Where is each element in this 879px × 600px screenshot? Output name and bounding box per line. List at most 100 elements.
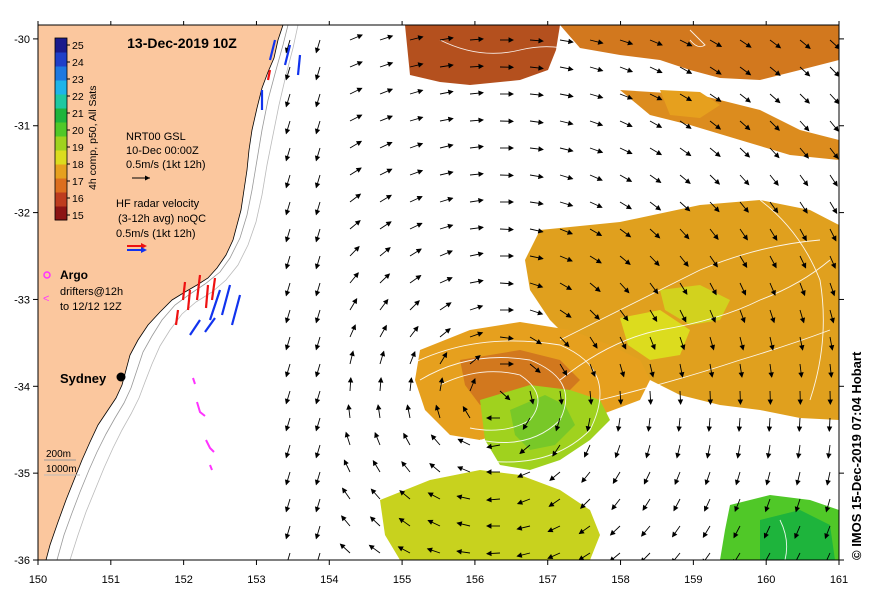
- velocity-arrowhead: [478, 198, 484, 204]
- velocity-arrowhead: [828, 372, 834, 378]
- velocity-arrowhead: [583, 451, 589, 458]
- velocity-arrowhead: [684, 178, 691, 184]
- velocity-arrowhead: [517, 472, 524, 478]
- velocity-arrowhead: [626, 122, 633, 128]
- velocity-arrowhead: [284, 155, 291, 162]
- ssh-contour: [759, 199, 824, 401]
- map-title: 13-Dec-2019 10Z: [127, 35, 237, 51]
- velocity-arrowhead: [592, 342, 598, 349]
- x-tick-label: 155: [393, 574, 411, 586]
- velocity-arrowhead: [745, 97, 752, 103]
- x-axis: 150 151 152 153 154 155 156 157 158 159 160 161: [29, 21, 848, 586]
- velocity-arrowhead: [715, 69, 722, 75]
- velocity-arrowhead: [621, 343, 627, 350]
- y-tick-label: -35: [14, 468, 30, 480]
- velocity-arrowhead: [825, 479, 831, 486]
- velocity-arrowhead: [478, 36, 484, 43]
- velocity-arrowhead: [284, 290, 291, 297]
- velocity-arrowhead: [339, 543, 346, 550]
- velocity-arrowhead: [679, 371, 685, 378]
- velocity-arrowhead: [538, 146, 544, 152]
- velocity-arrow: [765, 552, 771, 560]
- velocity-arrowhead: [654, 232, 661, 239]
- velocity-arrowhead: [832, 207, 838, 215]
- velocity-arrowhead: [486, 443, 493, 450]
- velocity-arrowhead: [597, 66, 604, 73]
- ssh-contour: [689, 29, 706, 48]
- velocity-arrowhead: [478, 171, 484, 177]
- velocity-arrowhead: [834, 71, 839, 77]
- velocity-arrowhead: [826, 453, 832, 459]
- velocity-arrowhead: [596, 230, 603, 236]
- velocity-arrowhead: [767, 399, 774, 405]
- velocity-arrowhead: [314, 263, 321, 270]
- velocity-arrowhead: [597, 148, 604, 154]
- velocity-arrowhead: [765, 479, 771, 486]
- argo-legend-marker: [43, 271, 51, 279]
- hf-legend-sub: (3-12h avg) noQC: [118, 213, 206, 225]
- velocity-arrowhead: [833, 153, 839, 160]
- velocity-arrowhead: [793, 559, 795, 560]
- velocity-arrowhead: [565, 312, 572, 318]
- velocity-arrowhead: [743, 206, 749, 213]
- velocity-arrowhead: [386, 168, 393, 174]
- colorbar-tick-label: 23: [72, 74, 84, 86]
- velocity-arrowhead: [508, 145, 515, 151]
- velocity-arrowhead: [447, 223, 454, 230]
- velocity-arrowhead: [676, 426, 682, 432]
- velocity-arrowhead: [538, 92, 544, 98]
- velocity-arrowhead: [763, 559, 765, 560]
- velocity-arrowhead: [652, 288, 659, 295]
- velocity-arrowhead: [619, 371, 626, 378]
- colorbar-swatch: [55, 122, 67, 137]
- velocity-arrowhead: [796, 453, 802, 459]
- velocity-arrowhead: [578, 528, 585, 535]
- velocity-arrowhead: [804, 43, 811, 49]
- hf-radar-arrow: [283, 44, 292, 66]
- ssh-contours: [399, 29, 831, 560]
- colorbar-tick-label: 24: [72, 57, 84, 69]
- velocity-arrowhead: [516, 552, 523, 558]
- velocity-arrowhead: [741, 289, 747, 296]
- velocity-arrowhead: [538, 37, 544, 44]
- ssh-contour: [439, 371, 539, 431]
- velocity-arrowhead: [382, 298, 389, 305]
- velocity-arrowhead: [829, 317, 835, 324]
- velocity-arrowhead: [626, 94, 634, 100]
- velocity-arrowhead: [346, 404, 352, 410]
- velocity-arrow: [796, 552, 801, 560]
- velocity-arrowhead: [547, 527, 554, 533]
- velocity-arrowhead: [508, 226, 514, 233]
- velocity-arrowhead: [763, 532, 769, 539]
- velocity-arrowhead: [538, 200, 544, 206]
- velocity-arrowhead: [566, 229, 574, 235]
- hf-radar-arrows: [174, 39, 302, 336]
- velocity-arrowhead: [677, 399, 684, 405]
- velocity-arrowhead: [830, 290, 836, 297]
- velocity-arrowhead: [714, 178, 721, 185]
- velocity-arrowhead: [567, 66, 574, 72]
- sst-patches: [380, 25, 839, 560]
- velocity-arrowhead: [417, 169, 424, 175]
- velocity-arrowhead: [384, 273, 391, 280]
- velocity-arrowhead: [369, 516, 376, 523]
- velocity-arrowhead: [614, 452, 620, 459]
- velocity-arrowhead: [794, 532, 800, 539]
- velocity-arrowhead: [823, 559, 825, 560]
- ssh-contour: [419, 357, 567, 443]
- y-tick-label: -30: [14, 34, 30, 46]
- velocity-arrowhead: [745, 69, 752, 76]
- drifter-legend-marker: <: [43, 293, 49, 305]
- velocity-arrowhead: [770, 289, 776, 296]
- velocity-arrowhead: [708, 371, 715, 378]
- velocity-arrowhead: [734, 505, 740, 513]
- velocity-arrowhead: [447, 196, 454, 203]
- velocity-arrowhead: [801, 235, 807, 242]
- colorbar-swatch: [55, 80, 67, 95]
- velocity-arrowhead: [558, 399, 564, 405]
- velocity-arrowhead: [522, 423, 528, 431]
- velocity-arrowhead: [314, 74, 321, 81]
- velocity-arrowhead: [680, 344, 686, 351]
- velocity-arrowhead: [485, 469, 492, 475]
- velocity-arrowhead: [352, 297, 358, 305]
